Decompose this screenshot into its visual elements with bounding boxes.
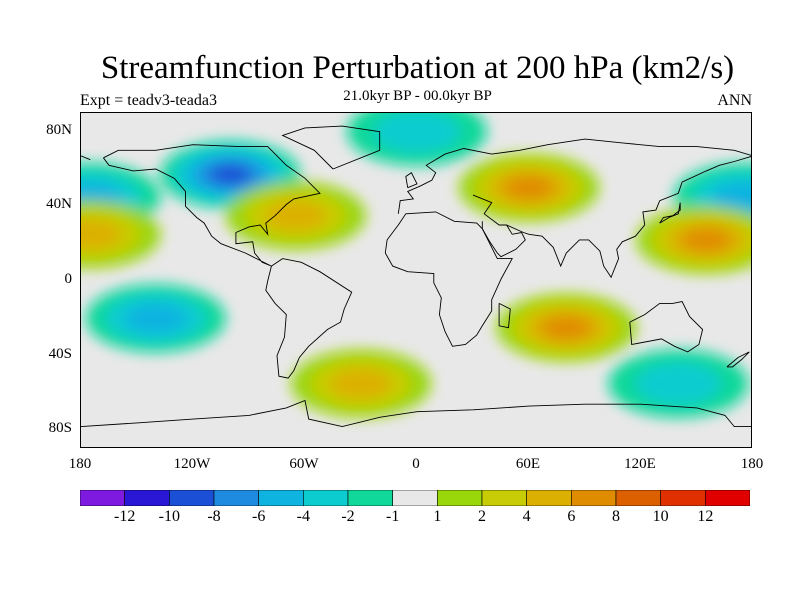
coastline-8 xyxy=(81,399,751,428)
map-plot-area xyxy=(80,112,752,448)
season-label: ANN xyxy=(717,92,752,109)
colorbar-swatch xyxy=(80,490,125,506)
lon-tick-label: 180 xyxy=(740,456,764,472)
lon-tick-label: 60W xyxy=(289,456,319,472)
field-blob-11-1 xyxy=(635,362,722,405)
lon-tick-label: 0 xyxy=(412,456,420,472)
field-blob-6-3 xyxy=(681,228,731,252)
field-blob-5-3 xyxy=(504,175,554,200)
coastline-4 xyxy=(81,155,91,161)
colorbar-swatch xyxy=(705,490,750,506)
colorbar-label: -4 xyxy=(296,508,310,525)
colorbar-swatch xyxy=(437,490,483,506)
field-blob-4-2 xyxy=(264,200,327,231)
colorbar-swatch xyxy=(481,490,527,506)
lat-tick-label: 40S xyxy=(48,345,72,362)
coastline-10 xyxy=(659,202,681,224)
colorbar-swatch xyxy=(615,490,661,506)
lon-tick-label: 120E xyxy=(624,456,656,472)
lon-tick-label: 60E xyxy=(515,456,541,472)
lat-tick-label: 40N xyxy=(46,196,72,213)
colorbar-label: 12 xyxy=(697,508,714,525)
colorbar-swatch xyxy=(526,490,572,506)
field-blob-3-2 xyxy=(81,219,122,250)
field-blob-0-4 xyxy=(210,164,251,185)
colorbar-swatch xyxy=(303,490,349,506)
contour-field xyxy=(81,113,751,418)
coastline-1 xyxy=(265,258,353,379)
colorbar-label: -1 xyxy=(385,508,400,525)
colorbar-label: -2 xyxy=(341,508,355,525)
colorbar-swatch xyxy=(392,490,438,506)
lon-tick-label: 180 xyxy=(68,456,92,472)
coastline-5 xyxy=(472,156,751,279)
colorbar-label: -8 xyxy=(207,508,221,525)
colorbar-swatch xyxy=(213,490,259,506)
coastlines xyxy=(81,125,751,428)
colorbar-label: -10 xyxy=(158,508,180,525)
lat-tick-label: 80S xyxy=(48,420,72,437)
coastline-13 xyxy=(405,172,418,189)
lon-tick-label: 120W xyxy=(173,456,211,472)
colorbar-label: -6 xyxy=(251,508,266,525)
coastline-2 xyxy=(384,211,513,347)
lat-tick-label: 0 xyxy=(64,271,73,287)
colorbar xyxy=(80,490,750,506)
colorbar-swatch xyxy=(660,490,706,506)
field-blob-10-1 xyxy=(373,113,461,153)
time-period-label: 21.0kyr BP - 00.0kyr BP xyxy=(343,88,492,104)
coastline-7 xyxy=(629,300,704,353)
colorbar-label: 1 xyxy=(433,508,442,525)
coastline-6 xyxy=(481,221,526,258)
colorbar-label: 6 xyxy=(567,508,576,525)
colorbar-label: 2 xyxy=(478,508,486,525)
coastline-12 xyxy=(726,351,750,368)
field-blob-9-2 xyxy=(329,368,393,399)
coastline-3 xyxy=(397,138,751,214)
colorbar-swatch xyxy=(258,490,304,506)
colorbar-swatch xyxy=(124,490,170,506)
field-blob-2-2 xyxy=(712,181,751,213)
coastline-0 xyxy=(103,144,321,267)
colorbar-swatch xyxy=(347,490,393,506)
colorbar-label: 4 xyxy=(522,508,531,525)
field-blob-7-3 xyxy=(541,315,591,340)
chart-title: Streamfunction Perturbation at 200 hPa (… xyxy=(100,50,735,86)
lat-tick-label: 80N xyxy=(46,121,72,138)
colorbar-swatch xyxy=(571,490,617,506)
coastline-11 xyxy=(498,302,511,329)
colorbar-label: -12 xyxy=(113,508,136,525)
colorbar-label: 10 xyxy=(652,508,669,525)
experiment-label: Expt = teadv3-teada3 xyxy=(80,92,217,109)
coastline-9 xyxy=(281,125,381,170)
field-map xyxy=(81,113,751,428)
colorbar-label: 8 xyxy=(612,508,620,525)
colorbar-swatch xyxy=(169,490,215,506)
field-blob-8-2 xyxy=(124,303,187,334)
